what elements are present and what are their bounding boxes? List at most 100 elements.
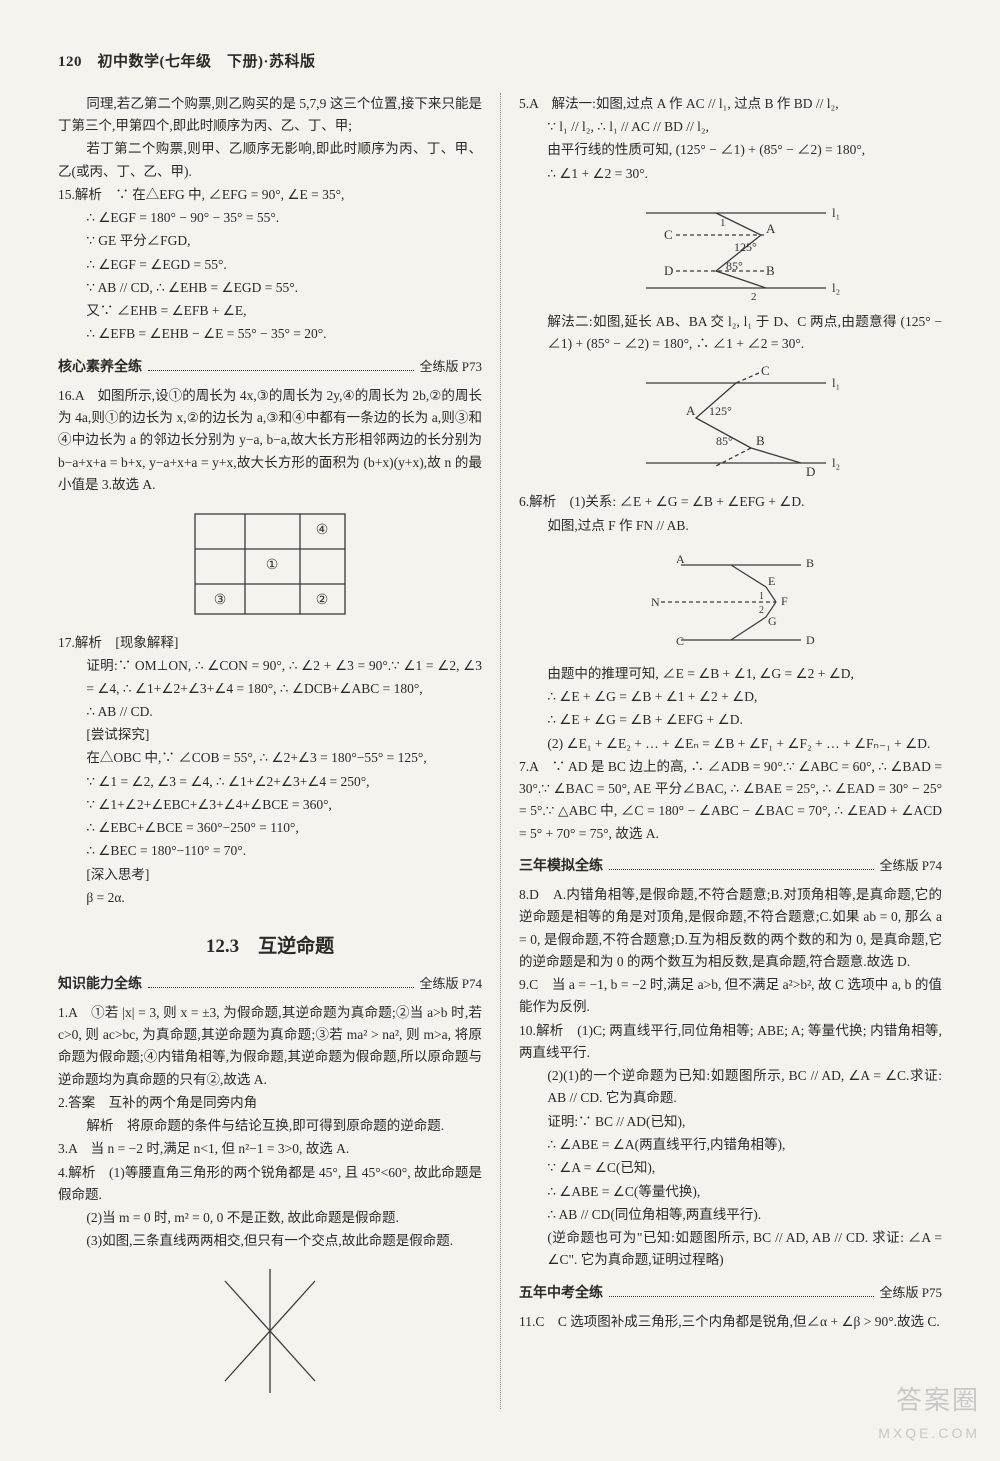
q17-line: [尝试探究] xyxy=(58,724,482,746)
q6-head: 6.解析 (1)关系: ∠E + ∠G = ∠B + ∠EFG + ∠D. xyxy=(519,491,942,513)
section-ref: 全练版 P73 xyxy=(420,356,482,377)
q17-line: 证明:∵ OM⊥ON, ∴ ∠CON = 90°, ∴ ∠2 + ∠3 = 90… xyxy=(58,655,482,700)
q17-line: [深入思考] xyxy=(58,864,482,886)
left-column: 同理,若乙第二个购票,则乙购买的是 5,7,9 这三个位置,接下来只能是丁第三个… xyxy=(58,93,500,1409)
ang2-label: 2 xyxy=(751,291,757,303)
q10-proof: ∴ ∠ABE = ∠C(等量代换), xyxy=(519,1181,942,1203)
l1-label: l₁ xyxy=(832,205,840,220)
A-label: A xyxy=(686,403,696,418)
F-label: F xyxy=(781,594,788,608)
section-title: 知识能力全练 xyxy=(58,973,142,996)
q10-2: (2)(1)的一个逆命题为已知:如题图所示, BC // AD, ∠A = ∠C… xyxy=(519,1065,942,1110)
q4-3: (3)如图,三条直线两两相交,但只有一个交点,故此命题是假命题. xyxy=(58,1230,482,1252)
l2-label: l₂ xyxy=(832,280,840,295)
q17-head: 17.解析 [现象解释] xyxy=(58,632,482,654)
q5-alt: 解法二:如图,延长 AB、BA 交 l₂, l₁ 于 D、C 两点,由题意得 (… xyxy=(519,311,942,356)
C-label: C xyxy=(676,634,684,648)
a85-label: 85° xyxy=(716,434,733,448)
intro-line: 若丁第二个购票,则甲、乙顺序无影响,即此时顺序为丙、丁、甲、乙(或丙、丁、乙、甲… xyxy=(58,138,482,183)
q6-line: ∴ ∠E + ∠G = ∠B + ∠1 + ∠2 + ∠D, xyxy=(519,686,942,708)
q2-answer: 2.答案 互补的两个角是同旁内角 xyxy=(58,1092,482,1114)
D-label: D xyxy=(806,633,815,647)
q6-sub: 如图,过点 F 作 FN // AB. xyxy=(519,515,942,537)
l1-label: l₁ xyxy=(832,375,840,390)
q17-line: β = 2α. xyxy=(58,887,482,909)
page-header: 120 初中数学(七年级 下册)·苏科版 xyxy=(58,50,942,75)
B-label: B xyxy=(756,433,765,448)
figure-q16: ① ② ③ ④ xyxy=(58,504,482,624)
G-label: G xyxy=(768,614,777,628)
section-title: 五年中考全练 xyxy=(519,1282,603,1305)
section-moni: 三年模拟全练 全练版 P74 xyxy=(519,855,942,878)
right-column: 5.A 解法一:如图,过点 A 作 AC // l₁, 过点 B 作 BD //… xyxy=(500,93,942,1409)
n2-label: 2 xyxy=(759,605,764,616)
q17-line: ∵ ∠1+∠2+∠EBC+∠3+∠4+∠BCE = 360°, xyxy=(58,794,482,816)
q6-line: (2) ∠E₁ + ∠E₂ + … + ∠Eₙ = ∠B + ∠F₁ + ∠F₂… xyxy=(519,733,942,755)
circled-3: ③ xyxy=(214,593,227,608)
q17-line: ∴ AB // CD. xyxy=(58,701,482,723)
section-title: 核心素养全练 xyxy=(58,356,142,379)
q7: 7.A ∵ AD 是 BC 边上的高, ∴ ∠ADB = 90°.∵ ∠ABC … xyxy=(519,756,942,845)
figure-q5a: l₁ l₂ A C B D 125° 85° 1 2 xyxy=(519,193,942,303)
q15-line: ∴ ∠EGF = 180° − 90° − 35° = 55°. xyxy=(58,207,482,229)
D-label: D xyxy=(806,464,815,479)
q15-line: 又∵ ∠EHB = ∠EFB + ∠E, xyxy=(58,300,482,322)
n1-label: 1 xyxy=(759,591,764,602)
q15-head: 15.解析 ∵ 在△EFG 中, ∠EFG = 90°, ∠E = 35°, xyxy=(58,184,482,206)
q15-line: ∴ ∠EFB = ∠EHB − ∠E = 55° − 35° = 20°. xyxy=(58,323,482,345)
q4-2: (2)当 m = 0 时, m² = 0, 0 不是正数, 故此命题是假命题. xyxy=(58,1207,482,1229)
watermark: 答案圈 MXQE.COM xyxy=(878,1379,980,1445)
circled-1: ① xyxy=(266,558,279,573)
q10-proof: ∴ ∠ABE = ∠A(两直线平行,内错角相等), xyxy=(519,1134,942,1156)
q1: 1.A ①若 |x| = 3, 则 x = ±3, 为假命题,其逆命题为真命题;… xyxy=(58,1002,482,1091)
a125-label: 125° xyxy=(734,240,757,254)
q5-line: 由平行线的性质可知, (125° − ∠1) + (85° − ∠2) = 18… xyxy=(519,139,942,161)
A-label: A xyxy=(766,221,776,236)
section-title: 三年模拟全练 xyxy=(519,855,603,878)
section-ref: 全练版 P75 xyxy=(880,1282,942,1303)
l2-label: l₂ xyxy=(832,455,840,470)
q4-head: 4.解析 (1)等腰直角三角形的两个锐角都是 45°, 且 45°<60°, 故… xyxy=(58,1162,482,1207)
circled-4: ④ xyxy=(316,523,329,538)
a85-label: 85° xyxy=(726,259,743,273)
watermark-main: 答案圈 xyxy=(896,1385,980,1415)
q5-line: ∴ ∠1 + ∠2 = 30°. xyxy=(519,163,942,185)
q17-line: ∴ ∠BEC = 180°−110° = 70°. xyxy=(58,840,482,862)
q11: 11.C C 选项图补成三角形,三个内角都是锐角,但∠α + ∠β > 90°.… xyxy=(519,1311,942,1333)
q2-explain: 解析 将原命题的条件与结论互换,即可得到原命题的逆命题. xyxy=(58,1115,482,1137)
dotted-leader xyxy=(609,869,874,870)
figure-q4 xyxy=(58,1261,482,1401)
intro-line: 同理,若乙第二个购票,则乙购买的是 5,7,9 这三个位置,接下来只能是丁第三个… xyxy=(58,93,482,138)
B-label: B xyxy=(766,263,775,278)
E-label: E xyxy=(768,574,775,588)
chapter-title: 12.3 互逆命题 xyxy=(58,931,482,962)
q16: 16.A 如图所示,设①的周长为 4x,③的周长为 2y,④的周长为 2b,②的… xyxy=(58,385,482,496)
q15-line: ∵ GE 平分∠FGD, xyxy=(58,230,482,252)
dotted-leader xyxy=(148,987,414,988)
dotted-leader xyxy=(609,1296,874,1297)
C-label: C xyxy=(664,227,673,242)
A-label: A xyxy=(676,552,685,566)
section-ref: 全练版 P74 xyxy=(880,855,942,876)
q8: 8.D A.内错角相等,是假命题,不符合题意;B.对顶角相等,是真命题,它的逆命… xyxy=(519,884,942,973)
section-suyang: 核心素养全练 全练版 P73 xyxy=(58,356,482,379)
q6-line: 由题中的推理可知, ∠E = ∠B + ∠1, ∠G = ∠2 + ∠D, xyxy=(519,663,942,685)
q10-proof: ∴ AB // CD(同位角相等,两直线平行). xyxy=(519,1204,942,1226)
q15-line: ∴ ∠EGF = ∠EGD = 55°. xyxy=(58,254,482,276)
section-wunian: 五年中考全练 全练版 P75 xyxy=(519,1282,942,1305)
dotted-leader xyxy=(148,370,414,371)
q17-line: ∵ ∠1 = ∠2, ∠3 = ∠4, ∴ ∠1+∠2+∠3+∠4 = 250°… xyxy=(58,771,482,793)
q10-proof: 证明:∵ BC // AD(已知), xyxy=(519,1111,942,1133)
q5-head: 5.A 解法一:如图,过点 A 作 AC // l₁, 过点 B 作 BD //… xyxy=(519,93,942,115)
two-column-layout: 同理,若乙第二个购票,则乙购买的是 5,7,9 这三个位置,接下来只能是丁第三个… xyxy=(58,93,942,1409)
B-label: B xyxy=(806,556,814,570)
q17-line: 在△OBC 中,∵ ∠COB = 55°, ∴ ∠2+∠3 = 180°−55°… xyxy=(58,747,482,769)
figure-q6: A B C D E F G N 1 2 xyxy=(519,545,942,655)
a125-label: 125° xyxy=(709,404,732,418)
q10-proof: (逆命题也可为"已知:如题图所示, BC // AD, AB // CD. 求证… xyxy=(519,1227,942,1272)
C-label: C xyxy=(761,363,770,378)
q15-line: ∵ AB // CD, ∴ ∠EHB = ∠EGD = 55°. xyxy=(58,277,482,299)
N-label: N xyxy=(651,595,660,609)
section-ref: 全练版 P74 xyxy=(420,973,482,994)
ang1-label: 1 xyxy=(720,217,726,229)
